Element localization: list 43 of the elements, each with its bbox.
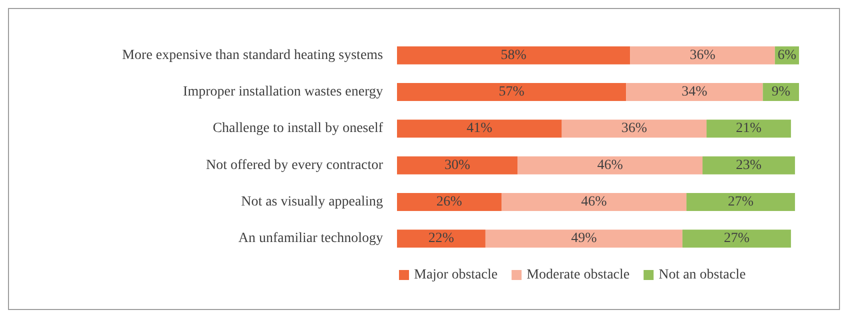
bar bbox=[397, 230, 486, 248]
bar bbox=[630, 46, 775, 64]
y-tick-label: More expensive than standard heating systems bbox=[122, 48, 383, 63]
legend-label: Moderate obstacle bbox=[526, 268, 630, 282]
data-label: 9% bbox=[772, 84, 791, 100]
y-tick-label: Improper installation wastes energy bbox=[183, 84, 383, 100]
data-label: 21% bbox=[736, 121, 762, 136]
legend-label: Major obstacle bbox=[414, 268, 498, 282]
y-tick-label: Not offered by every contractor bbox=[206, 158, 384, 173]
data-label: 30% bbox=[444, 158, 470, 173]
legend-label: Not an obstacle bbox=[658, 268, 746, 282]
data-label: 46% bbox=[597, 158, 624, 173]
bar bbox=[686, 193, 795, 211]
data-label: 6% bbox=[778, 48, 797, 63]
data-label: 26% bbox=[436, 194, 462, 210]
bar bbox=[397, 120, 562, 138]
bar bbox=[397, 193, 502, 211]
bar bbox=[397, 83, 626, 101]
data-label: 58% bbox=[500, 48, 527, 63]
data-label: 46% bbox=[581, 194, 608, 210]
bar bbox=[702, 156, 795, 174]
data-label: 36% bbox=[621, 121, 648, 136]
data-label: 27% bbox=[728, 194, 754, 210]
bar bbox=[706, 120, 791, 138]
data-label: 57% bbox=[498, 84, 525, 100]
data-label: 23% bbox=[736, 158, 762, 173]
bar bbox=[397, 156, 518, 174]
data-label: 49% bbox=[571, 231, 598, 246]
bar bbox=[682, 230, 791, 248]
bar bbox=[485, 230, 682, 248]
data-label: 27% bbox=[724, 231, 750, 246]
data-label: 22% bbox=[428, 231, 454, 246]
bar bbox=[518, 156, 703, 174]
data-label: 34% bbox=[682, 84, 708, 100]
y-tick-label: An unfamiliar technology bbox=[238, 231, 383, 246]
bar bbox=[397, 46, 630, 64]
y-tick-label: Not as visually appealing bbox=[241, 194, 383, 210]
data-label: 36% bbox=[690, 48, 716, 63]
bar bbox=[562, 120, 707, 138]
y-tick-label: Challenge to install by oneself bbox=[212, 121, 384, 136]
data-label: 41% bbox=[466, 121, 493, 136]
bar bbox=[626, 83, 763, 101]
bar bbox=[502, 193, 686, 211]
